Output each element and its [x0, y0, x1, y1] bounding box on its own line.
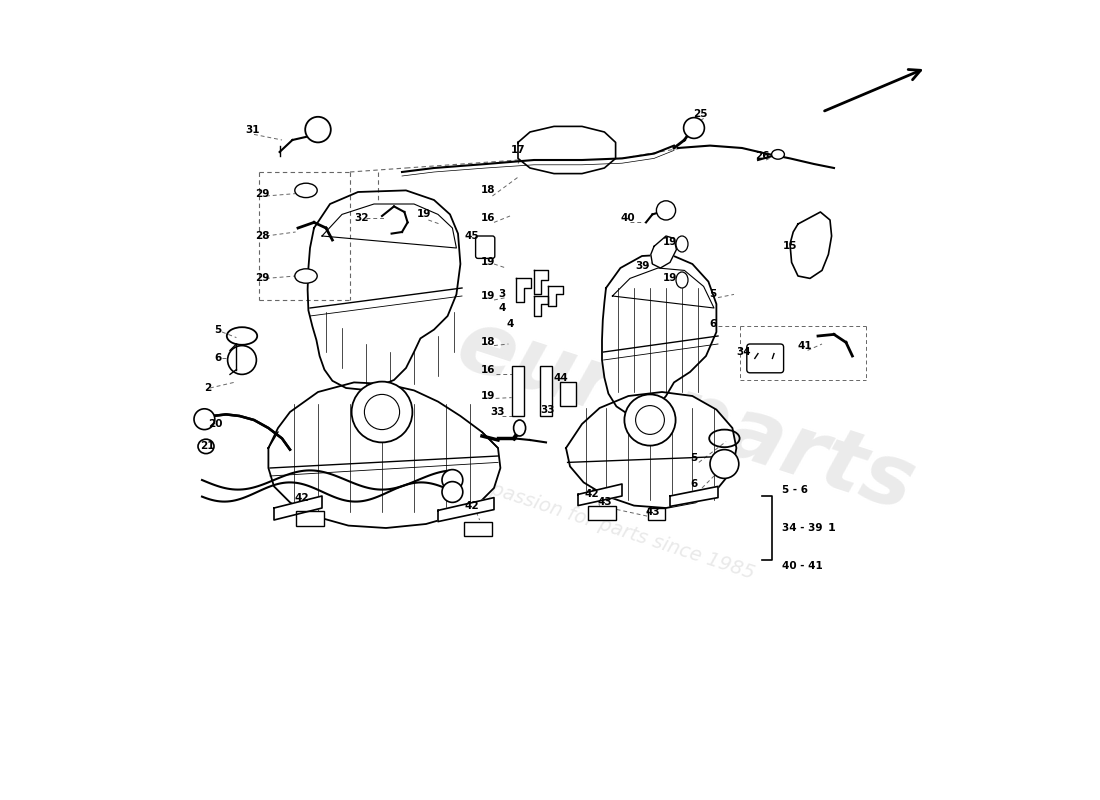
Text: 4: 4	[506, 319, 514, 329]
Text: 31: 31	[245, 125, 260, 134]
Text: 42: 42	[584, 490, 598, 499]
Text: 42: 42	[295, 493, 309, 502]
Ellipse shape	[771, 150, 784, 159]
Text: 43: 43	[597, 498, 612, 507]
Bar	[540, 366, 552, 416]
Polygon shape	[549, 286, 563, 306]
Text: 26: 26	[756, 151, 770, 161]
Text: 21: 21	[200, 442, 214, 451]
Circle shape	[228, 346, 256, 374]
Circle shape	[710, 450, 739, 478]
Ellipse shape	[676, 272, 688, 288]
Text: 32: 32	[354, 213, 370, 222]
Text: 19: 19	[481, 258, 496, 267]
Text: 19: 19	[481, 391, 496, 401]
Bar	[648, 508, 666, 520]
Text: 5: 5	[214, 325, 221, 334]
Text: 3: 3	[498, 290, 506, 299]
Text: 15: 15	[783, 242, 798, 251]
Text: 25: 25	[693, 109, 707, 118]
Text: 1: 1	[827, 523, 835, 533]
Polygon shape	[308, 190, 461, 390]
Polygon shape	[578, 484, 621, 506]
Text: 5 - 6: 5 - 6	[782, 485, 808, 494]
Text: 19: 19	[481, 291, 496, 301]
Text: a passion for parts since 1985: a passion for parts since 1985	[471, 474, 757, 582]
Circle shape	[305, 117, 331, 142]
Text: 18: 18	[481, 186, 496, 195]
Text: 17: 17	[510, 146, 526, 155]
Polygon shape	[518, 126, 616, 174]
Ellipse shape	[295, 183, 317, 198]
Text: 2: 2	[204, 383, 211, 393]
Ellipse shape	[198, 439, 214, 454]
Text: 45: 45	[464, 231, 478, 241]
Text: 5: 5	[691, 453, 697, 462]
Bar	[513, 366, 525, 416]
Text: 18: 18	[481, 338, 496, 347]
Text: 6: 6	[710, 319, 717, 329]
Circle shape	[194, 409, 214, 430]
Text: 42: 42	[464, 501, 478, 510]
Bar	[587, 506, 616, 520]
Circle shape	[352, 382, 412, 442]
Text: europarts: europarts	[447, 303, 925, 529]
Text: 33: 33	[491, 407, 505, 417]
Polygon shape	[534, 270, 549, 294]
Bar	[296, 511, 323, 526]
Text: 5: 5	[710, 290, 717, 299]
Polygon shape	[651, 236, 676, 268]
Polygon shape	[790, 212, 832, 278]
Polygon shape	[534, 296, 549, 316]
Ellipse shape	[514, 420, 526, 436]
Polygon shape	[566, 392, 736, 508]
Text: 29: 29	[255, 189, 270, 198]
Polygon shape	[438, 498, 494, 522]
Circle shape	[442, 470, 463, 490]
Bar	[560, 382, 575, 406]
Text: 19: 19	[417, 210, 431, 219]
Text: 16: 16	[481, 365, 496, 374]
Text: 19: 19	[663, 237, 678, 246]
Text: 44: 44	[553, 373, 569, 382]
Text: 34: 34	[736, 347, 751, 357]
Text: 41: 41	[798, 341, 812, 350]
Ellipse shape	[676, 236, 688, 252]
Polygon shape	[516, 278, 531, 302]
Circle shape	[625, 394, 675, 446]
Bar	[463, 522, 492, 536]
Text: 43: 43	[645, 507, 660, 517]
Text: 39: 39	[635, 261, 649, 270]
Text: 40 - 41: 40 - 41	[782, 562, 823, 571]
Text: 20: 20	[208, 419, 223, 429]
Polygon shape	[274, 496, 322, 520]
Polygon shape	[602, 254, 716, 414]
Text: 4: 4	[498, 303, 506, 313]
FancyBboxPatch shape	[747, 344, 783, 373]
Text: 6: 6	[691, 479, 697, 489]
Text: 40: 40	[620, 213, 635, 222]
Text: 6: 6	[214, 354, 221, 363]
Text: 34 - 39: 34 - 39	[782, 523, 823, 533]
Polygon shape	[670, 486, 718, 506]
Text: 16: 16	[481, 213, 496, 222]
FancyBboxPatch shape	[475, 236, 495, 258]
Text: 29: 29	[255, 274, 270, 283]
Text: 33: 33	[540, 405, 554, 414]
Text: 19: 19	[663, 274, 678, 283]
Ellipse shape	[295, 269, 317, 283]
Circle shape	[442, 482, 463, 502]
Circle shape	[683, 118, 704, 138]
Circle shape	[657, 201, 675, 220]
Polygon shape	[268, 382, 500, 528]
Text: 28: 28	[255, 231, 270, 241]
